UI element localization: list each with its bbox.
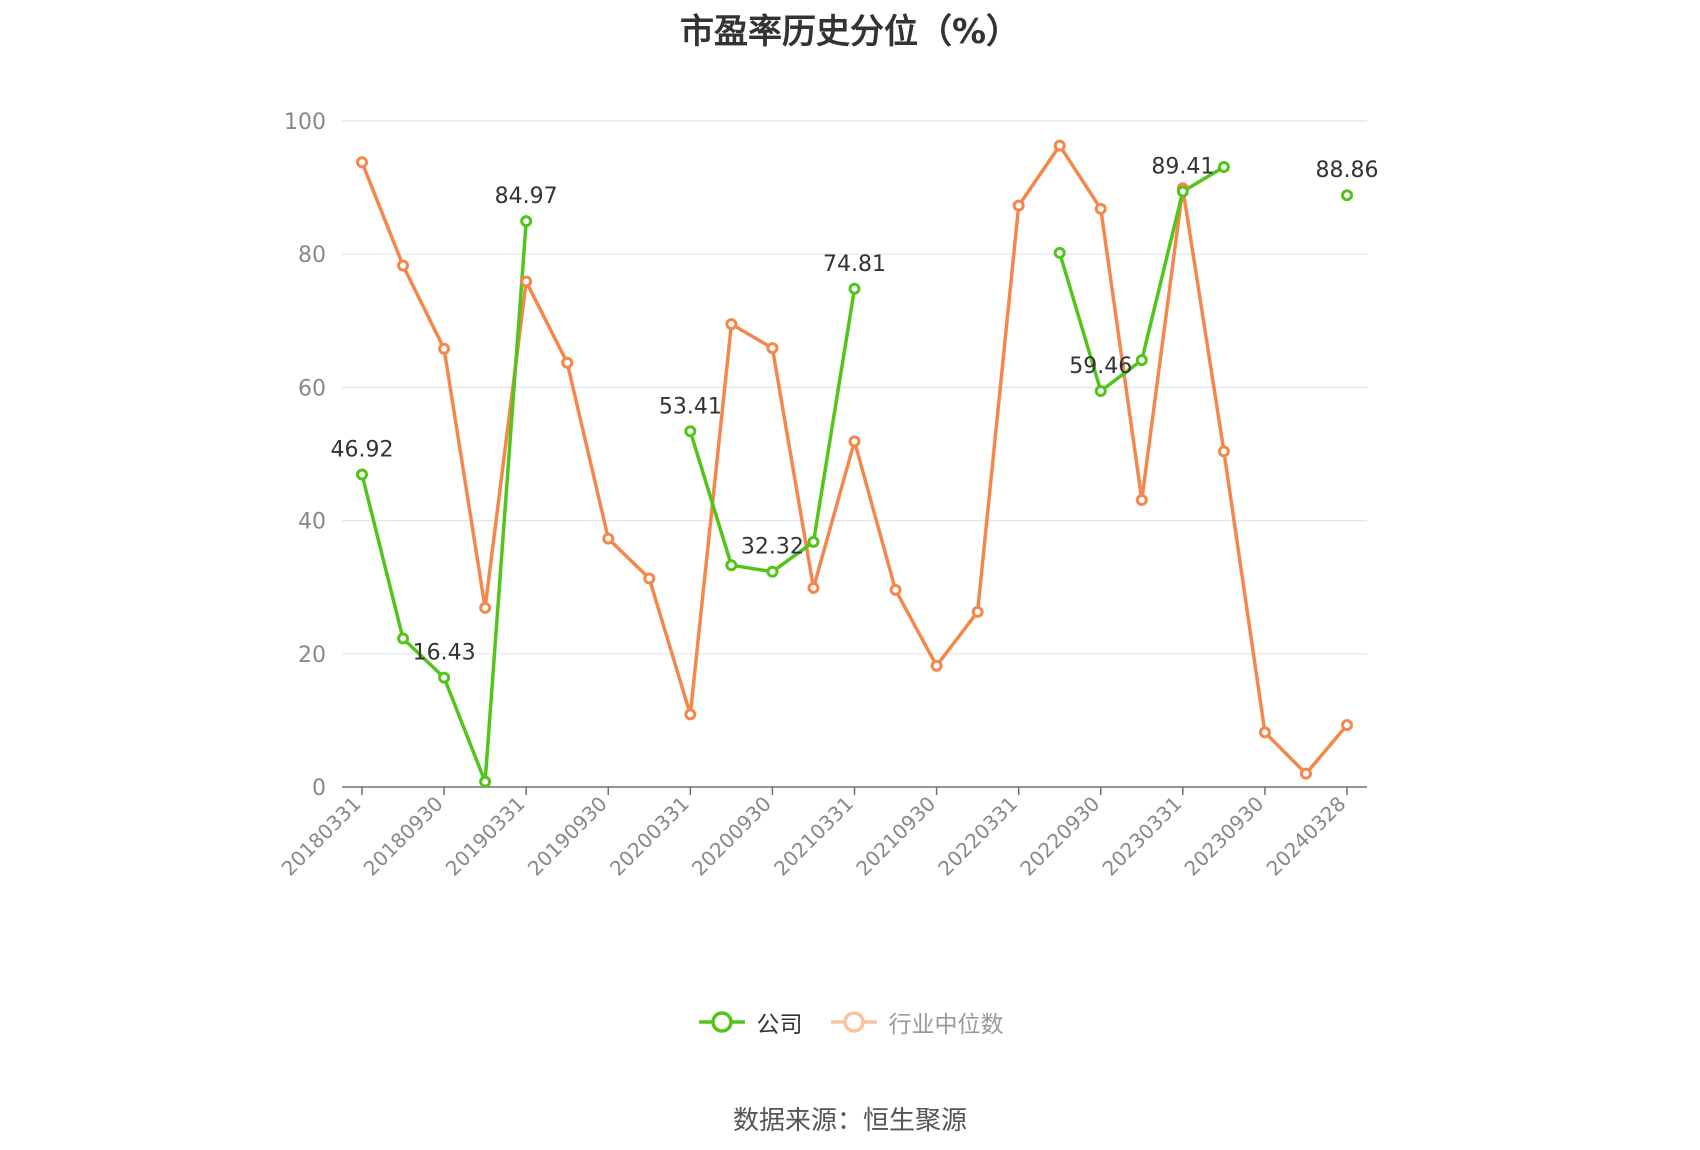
legend-label-industry-median: 行业中位数 <box>888 1012 1004 1038</box>
chart-title: 市盈率历史分位（%） <box>679 12 1021 52</box>
y-tick-label: 60 <box>298 376 326 401</box>
legend-industry-symbol <box>830 1011 877 1033</box>
legend-company-symbol <box>698 1011 745 1033</box>
company-data-point[interactable] <box>684 425 697 438</box>
company-data-point[interactable] <box>1053 246 1066 259</box>
industry-median-data-point[interactable] <box>397 259 410 272</box>
company-data-label: 59.46 <box>1069 354 1132 379</box>
x-tick-label: 20210930 <box>851 792 940 881</box>
company-data-point[interactable] <box>766 565 779 578</box>
y-tick-label: 80 <box>298 243 326 268</box>
company-data-label: 89.41 <box>1151 155 1214 180</box>
x-tick-label: 20180331 <box>277 792 366 881</box>
industry-median-data-point[interactable] <box>356 156 368 169</box>
x-tick-label: 20240328 <box>1262 792 1351 881</box>
company-data-label: 32.32 <box>741 535 804 560</box>
company-data-label: 53.41 <box>659 394 722 419</box>
company-data-point[interactable] <box>438 671 451 684</box>
x-tick-label: 20200930 <box>687 792 776 881</box>
legend-item-company[interactable]: 公司 <box>697 1005 803 1039</box>
y-tick-label: 0 <box>312 776 326 801</box>
company-data-label: 88.86 <box>1316 158 1379 183</box>
industry-median-data-point[interactable] <box>561 356 574 369</box>
industry-median-data-point[interactable] <box>725 318 738 331</box>
company-data-point[interactable] <box>848 282 861 295</box>
legend-item-industry-median[interactable]: 行业中位数 <box>829 1005 1004 1039</box>
company-data-point[interactable] <box>1135 354 1148 367</box>
x-tick-label: 20220331 <box>933 792 1022 881</box>
industry-median-data-point[interactable] <box>1299 767 1312 780</box>
x-tick-label: 20200331 <box>605 792 694 881</box>
y-tick-label: 100 <box>284 110 326 135</box>
industry-median-data-point[interactable] <box>807 581 820 594</box>
industry-median-data-point[interactable] <box>1135 493 1148 506</box>
company-data-point[interactable] <box>520 215 533 228</box>
source-note: 数据来源：恒生聚源 <box>732 1106 967 1136</box>
industry-median-data-point[interactable] <box>479 601 492 614</box>
industry-median-data-point[interactable] <box>1258 726 1271 739</box>
x-tick-label: 20190930 <box>523 792 612 881</box>
data-labels: 46.92 16.43 84.97 53.41 32.32 74.81 59.46 89.41… <box>331 155 1379 666</box>
company-data-point[interactable] <box>807 535 820 548</box>
company-data-point[interactable] <box>1176 185 1189 198</box>
x-tick-label: 20190331 <box>441 792 530 881</box>
industry-median-data-point[interactable] <box>1217 445 1230 458</box>
company-data-point[interactable] <box>1094 384 1107 397</box>
industry-median-data-point[interactable] <box>971 605 984 618</box>
industry-median-data-point[interactable] <box>889 583 902 596</box>
data-points <box>356 139 1353 788</box>
industry-median-data-point[interactable] <box>438 342 451 355</box>
company-data-label: 74.81 <box>823 252 886 277</box>
company-data-point[interactable] <box>479 775 492 788</box>
industry-median-data-point[interactable] <box>643 572 656 585</box>
legend: 公司 行业中位数 <box>0 1005 1700 1039</box>
industry-median-data-point[interactable] <box>766 342 779 355</box>
industry-median-data-point[interactable] <box>1053 139 1066 152</box>
y-tick-label: 20 <box>298 643 326 668</box>
x-tick-label: 20230331 <box>1097 792 1186 881</box>
company-data-point[interactable] <box>725 559 738 572</box>
industry-median-data-point[interactable] <box>602 532 615 545</box>
company-series-line <box>360 220 528 784</box>
company-data-label: 16.43 <box>413 641 476 666</box>
industry-median-data-point[interactable] <box>1341 719 1353 732</box>
x-tick-label: 20180930 <box>359 792 448 881</box>
company-data-point[interactable] <box>397 632 410 645</box>
x-tick-label: 20210331 <box>769 792 858 881</box>
y-tick-label: 40 <box>298 510 326 535</box>
industry-median-data-point[interactable] <box>684 708 697 721</box>
industry-median-data-point[interactable] <box>848 435 861 448</box>
company-data-point[interactable] <box>1341 189 1353 202</box>
company-data-point[interactable] <box>356 468 368 481</box>
industry-median-data-point[interactable] <box>930 659 943 672</box>
company-data-label: 84.97 <box>495 184 558 209</box>
x-tick-label: 20220930 <box>1015 792 1104 881</box>
industry-median-data-point[interactable] <box>1094 202 1107 215</box>
company-data-label: 46.92 <box>331 438 394 463</box>
series-lines <box>360 143 1349 784</box>
x-tick-label: 20230930 <box>1180 792 1269 881</box>
company-data-point[interactable] <box>1217 160 1230 173</box>
industry-median-data-point[interactable] <box>1012 199 1025 212</box>
industry-median-data-point[interactable] <box>520 275 533 288</box>
legend-label-company: 公司 <box>756 1012 803 1038</box>
